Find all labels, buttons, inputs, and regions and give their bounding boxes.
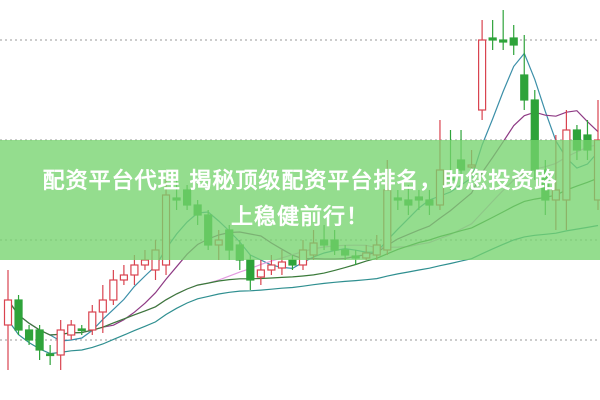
- candle-body: [119, 274, 128, 281]
- candle-body: [35, 329, 44, 351]
- candle-body: [488, 37, 497, 41]
- candle-body: [140, 259, 150, 266]
- candle-body: [509, 37, 518, 46]
- candle-body: [56, 329, 65, 356]
- candle-body: [3, 299, 13, 326]
- candle-body: [88, 311, 97, 331]
- candle-body: [478, 39, 487, 111]
- candle-body: [277, 261, 287, 269]
- candle-body: [98, 299, 107, 313]
- candle-body: [246, 259, 255, 281]
- candle-body: [267, 264, 276, 271]
- candle-body: [24, 329, 34, 341]
- candle-body: [46, 353, 55, 357]
- candle-body: [67, 324, 76, 336]
- candle-body: [77, 328, 86, 332]
- candle-body: [520, 74, 529, 101]
- candle-body: [256, 269, 265, 278]
- candle-body: [130, 264, 139, 276]
- banner-title-line1: 配资平台代理 揭秘顶级配资平台排名，助您投资路: [42, 169, 558, 194]
- candle-body: [288, 259, 297, 266]
- candle-body: [14, 299, 23, 331]
- candle-body: [109, 279, 118, 301]
- candle-body: [499, 39, 508, 43]
- title-banner: 配资平台代理 揭秘顶级配资平台排名，助您投资路 上稳健前行！: [0, 140, 600, 260]
- banner-title-line2: 上稳健前行！: [230, 205, 369, 230]
